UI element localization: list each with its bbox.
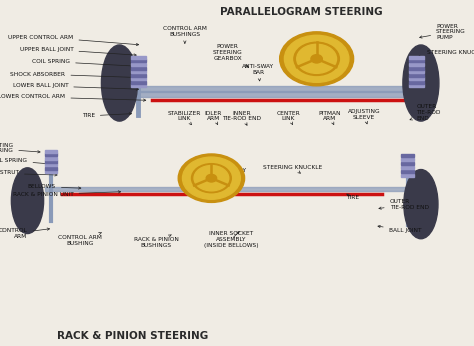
Text: RACK & PINION
BUSHINGS: RACK & PINION BUSHINGS [134, 235, 179, 248]
Text: OUTER
TIE-ROD
END: OUTER TIE-ROD END [410, 104, 440, 121]
Circle shape [280, 32, 354, 86]
FancyBboxPatch shape [409, 81, 424, 84]
Text: UPPER CONTROL ARM: UPPER CONTROL ARM [9, 35, 139, 46]
Bar [45, 187, 409, 191]
Text: IDLER
ARM: IDLER ARM [205, 110, 222, 125]
Text: POWER
STEERING
PUMP: POWER STEERING PUMP [419, 24, 466, 40]
FancyBboxPatch shape [409, 66, 424, 70]
FancyBboxPatch shape [409, 63, 424, 66]
FancyBboxPatch shape [131, 74, 146, 76]
FancyBboxPatch shape [45, 170, 57, 173]
Text: UPPER MOUNTING
PLATE & BEARING: UPPER MOUNTING PLATE & BEARING [0, 143, 40, 154]
FancyBboxPatch shape [401, 154, 414, 157]
Text: BALL JOINT: BALL JOINT [378, 225, 421, 233]
Ellipse shape [404, 170, 438, 239]
Text: LOWER BALL JOINT: LOWER BALL JOINT [13, 83, 139, 90]
FancyBboxPatch shape [409, 84, 424, 87]
Text: CENTER
LINK: CENTER LINK [276, 110, 300, 125]
Text: ANTI-SWAY
BAR: ANTI-SWAY BAR [215, 167, 247, 184]
FancyBboxPatch shape [131, 70, 146, 73]
FancyBboxPatch shape [131, 66, 146, 70]
FancyBboxPatch shape [409, 56, 424, 59]
Text: PITMAN
ARM: PITMAN ARM [318, 110, 341, 125]
Circle shape [194, 165, 229, 191]
Text: CONTROL
ARM: CONTROL ARM [0, 228, 50, 239]
FancyBboxPatch shape [409, 77, 424, 80]
Text: PARALLELOGRAM STEERING: PARALLELOGRAM STEERING [219, 7, 383, 17]
FancyBboxPatch shape [131, 84, 146, 87]
FancyBboxPatch shape [409, 74, 424, 76]
Text: COIL SPRING: COIL SPRING [0, 158, 48, 165]
Text: MACPHERSON STRUT: MACPHERSON STRUT [0, 171, 57, 176]
Circle shape [311, 55, 322, 63]
FancyBboxPatch shape [409, 70, 424, 73]
Text: CONTROL ARM
BUSHINGS: CONTROL ARM BUSHINGS [163, 26, 207, 43]
FancyBboxPatch shape [131, 77, 146, 80]
Circle shape [206, 174, 217, 182]
Circle shape [294, 42, 339, 75]
Text: RACK & PINION UNIT: RACK & PINION UNIT [13, 191, 121, 197]
FancyBboxPatch shape [401, 162, 414, 165]
FancyBboxPatch shape [45, 157, 57, 160]
Text: COIL SPRING: COIL SPRING [32, 59, 138, 67]
FancyBboxPatch shape [45, 167, 57, 170]
FancyBboxPatch shape [131, 56, 146, 59]
Text: POWER
STEERING
GEARBOX: POWER STEERING GEARBOX [213, 44, 248, 67]
FancyBboxPatch shape [401, 157, 414, 161]
FancyBboxPatch shape [45, 153, 57, 156]
FancyBboxPatch shape [401, 166, 414, 169]
Text: RACK & PINION STEERING: RACK & PINION STEERING [57, 331, 209, 341]
Bar [137, 91, 417, 97]
Text: BELLOWS: BELLOWS [28, 184, 81, 189]
Circle shape [191, 164, 231, 193]
Text: ADJUSTING
SLEEVE: ADJUSTING SLEEVE [348, 109, 380, 124]
FancyBboxPatch shape [131, 81, 146, 84]
FancyBboxPatch shape [409, 60, 424, 62]
Circle shape [297, 44, 337, 73]
FancyBboxPatch shape [45, 150, 57, 153]
Circle shape [178, 154, 245, 202]
FancyBboxPatch shape [401, 174, 414, 177]
FancyBboxPatch shape [131, 60, 146, 62]
FancyBboxPatch shape [401, 170, 414, 173]
Circle shape [182, 157, 240, 199]
Text: STEERING KNUCKLE: STEERING KNUCKLE [264, 165, 322, 173]
Bar [137, 86, 417, 92]
Circle shape [284, 35, 349, 82]
Text: LOWER CONTROL ARM: LOWER CONTROL ARM [0, 94, 146, 101]
Text: ANTI-SWAY
BAR: ANTI-SWAY BAR [242, 64, 274, 81]
Text: INNER SOCKET
ASSEMBLY
(INSIDE BELLOWS): INNER SOCKET ASSEMBLY (INSIDE BELLOWS) [204, 231, 259, 248]
FancyBboxPatch shape [45, 163, 57, 166]
FancyBboxPatch shape [45, 160, 57, 163]
FancyBboxPatch shape [131, 63, 146, 66]
Text: TIRE: TIRE [82, 113, 132, 118]
Text: CONTROL ARM
BUSHING: CONTROL ARM BUSHING [58, 233, 101, 246]
Ellipse shape [11, 168, 44, 234]
Text: OUTER
TIE-ROD END: OUTER TIE-ROD END [379, 199, 428, 210]
Text: STEERING KNUCKLE: STEERING KNUCKLE [418, 50, 474, 58]
Text: TIRE: TIRE [346, 194, 359, 200]
Ellipse shape [101, 45, 137, 121]
Text: UPPER BALL JOINT: UPPER BALL JOINT [20, 47, 137, 56]
Text: INNER
TIE-ROD END: INNER TIE-ROD END [222, 110, 261, 125]
Text: STABILIZER
LINK: STABILIZER LINK [167, 110, 201, 125]
Ellipse shape [403, 45, 439, 121]
Text: SHOCK ABSORBER: SHOCK ABSORBER [10, 72, 134, 79]
